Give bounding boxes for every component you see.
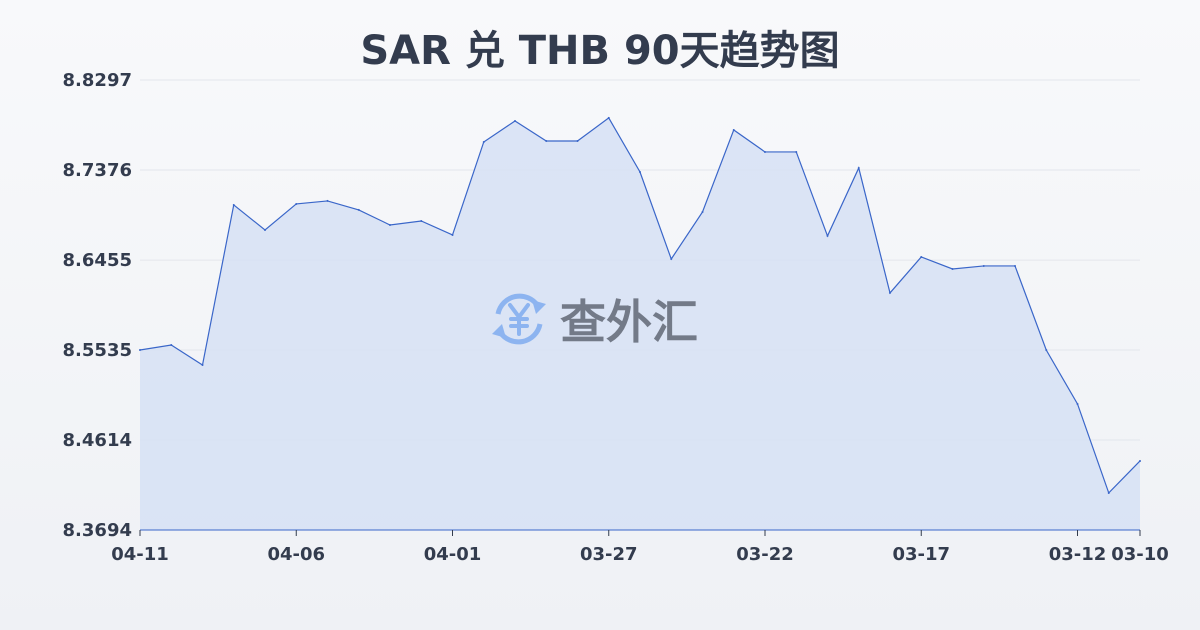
data-point xyxy=(1107,491,1110,494)
data-point xyxy=(201,363,204,366)
x-tick-label: 03-12 xyxy=(1049,544,1107,565)
data-point xyxy=(857,166,860,169)
x-tick-label: 03-10 xyxy=(1111,544,1169,565)
data-point xyxy=(139,349,141,352)
data-point xyxy=(951,267,954,270)
x-tick-label: 03-22 xyxy=(736,544,794,565)
y-tick-label: 8.4614 xyxy=(63,430,132,451)
data-point xyxy=(764,150,766,153)
data-point xyxy=(357,208,360,211)
yen-exchange-icon xyxy=(492,293,546,345)
data-point xyxy=(170,344,173,347)
data-point xyxy=(1014,264,1016,267)
data-point xyxy=(982,264,985,267)
x-tick-label: 04-11 xyxy=(111,544,169,565)
data-point xyxy=(482,140,485,143)
watermark-logo: 查外汇 xyxy=(488,286,698,352)
data-point xyxy=(514,119,516,122)
x-tick-label: 04-01 xyxy=(424,544,482,565)
data-point xyxy=(451,233,454,236)
x-tick-label: 03-27 xyxy=(580,544,638,565)
y-tick-label: 8.7376 xyxy=(63,160,132,181)
y-tick-label: 8.3694 xyxy=(63,520,132,541)
x-tick-label: 03-17 xyxy=(892,544,950,565)
y-tick-label: 8.5535 xyxy=(63,340,132,361)
x-tick-label: 04-06 xyxy=(267,544,325,565)
data-point xyxy=(889,291,891,294)
y-tick-label: 8.8297 xyxy=(63,70,132,91)
data-point xyxy=(389,223,391,226)
watermark-text: 查外汇 xyxy=(560,295,698,349)
data-point xyxy=(639,170,641,173)
data-point xyxy=(732,128,735,131)
data-point xyxy=(232,203,235,206)
data-point xyxy=(607,116,610,119)
data-point xyxy=(295,202,298,205)
data-point xyxy=(826,234,829,237)
data-point xyxy=(326,199,329,202)
data-point xyxy=(420,219,423,222)
data-point xyxy=(1045,349,1048,352)
data-point xyxy=(920,255,923,258)
data-point xyxy=(264,228,266,231)
data-point xyxy=(670,258,673,261)
data-point xyxy=(1076,402,1079,405)
chart-title: SAR 兑 THB 90天趋势图 xyxy=(360,28,840,74)
y-tick-label: 8.6455 xyxy=(63,250,132,271)
data-point xyxy=(576,140,579,143)
data-point xyxy=(545,140,548,143)
data-point xyxy=(795,150,798,153)
data-point xyxy=(701,210,704,213)
data-point xyxy=(1139,459,1141,462)
area-fill xyxy=(140,117,1140,530)
